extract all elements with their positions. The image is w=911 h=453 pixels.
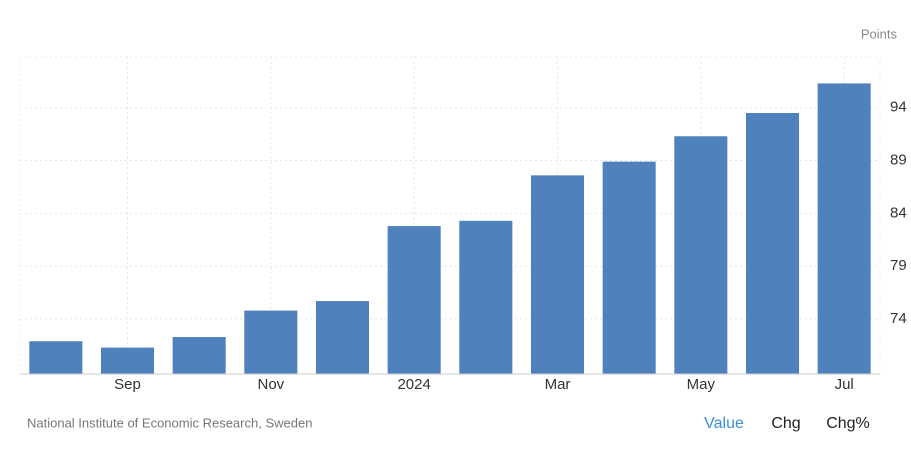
bar: [602, 161, 656, 374]
x-tick-label: Jul: [835, 376, 854, 393]
x-tick-label: May: [687, 376, 716, 393]
y-unit: Points: [861, 26, 898, 41]
y-tick-label: 84: [890, 204, 907, 221]
tab-chg[interactable]: Chg: [771, 415, 800, 432]
y-tick-label: 94: [890, 99, 907, 116]
bar: [745, 113, 800, 375]
x-tick-label: Nov: [257, 376, 284, 393]
bar: [315, 301, 370, 374]
bar: [100, 347, 155, 374]
y-tick-label: 89: [890, 152, 907, 169]
x-tick-label: 2024: [397, 376, 430, 393]
tab-chg-pct[interactable]: Chg%: [826, 415, 870, 432]
bar: [674, 136, 728, 374]
bar: [530, 175, 585, 374]
y-tick-label: 79: [890, 257, 907, 274]
tab-value[interactable]: Value: [704, 415, 744, 432]
x-tick-label: Sep: [114, 376, 141, 393]
y-tick-label: 74: [890, 310, 907, 327]
bar: [244, 310, 298, 374]
bar: [29, 341, 83, 374]
bar: [387, 226, 441, 374]
bar: [172, 337, 226, 374]
bar: [817, 83, 871, 375]
bar: [459, 220, 513, 374]
source: National Institute of Economic Research,…: [27, 415, 312, 430]
x-tick-label: Mar: [545, 376, 571, 393]
